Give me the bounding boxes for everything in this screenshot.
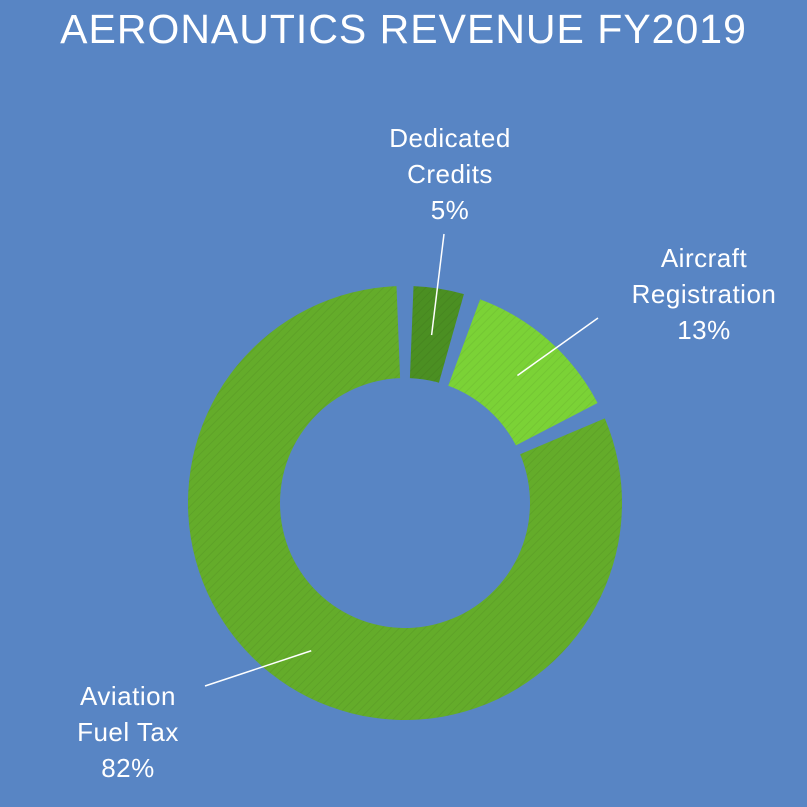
slice-name-line: Aviation bbox=[79, 681, 177, 711]
leader-line bbox=[430, 233, 445, 336]
slice-label-aviation-fuel-tax: Aviation Fuel Tax 82% bbox=[28, 678, 228, 786]
slice-value-label: 5% bbox=[430, 195, 470, 225]
donut-slice-texture bbox=[409, 286, 464, 383]
chart-title: AERONAUTICS REVENUE FY2019 bbox=[60, 6, 747, 52]
slice-name-line: Credits bbox=[407, 159, 493, 189]
slice-name-line: Registration bbox=[631, 279, 777, 309]
slice-name-line: Fuel Tax bbox=[77, 717, 179, 747]
slice-value-label: 13% bbox=[677, 315, 731, 345]
slice-label-aircraft-registration: Aircraft Registration 13% bbox=[604, 240, 804, 348]
slice-label-dedicated-credits: Dedicated Credits 5% bbox=[350, 120, 550, 228]
leader-line bbox=[516, 317, 599, 377]
slice-name-line: Dedicated bbox=[389, 123, 511, 153]
slice-name-line: Aircraft bbox=[660, 243, 748, 273]
slice-value-label: 82% bbox=[101, 753, 155, 783]
donut-slice-texture bbox=[188, 286, 622, 720]
leader-line bbox=[204, 650, 312, 687]
